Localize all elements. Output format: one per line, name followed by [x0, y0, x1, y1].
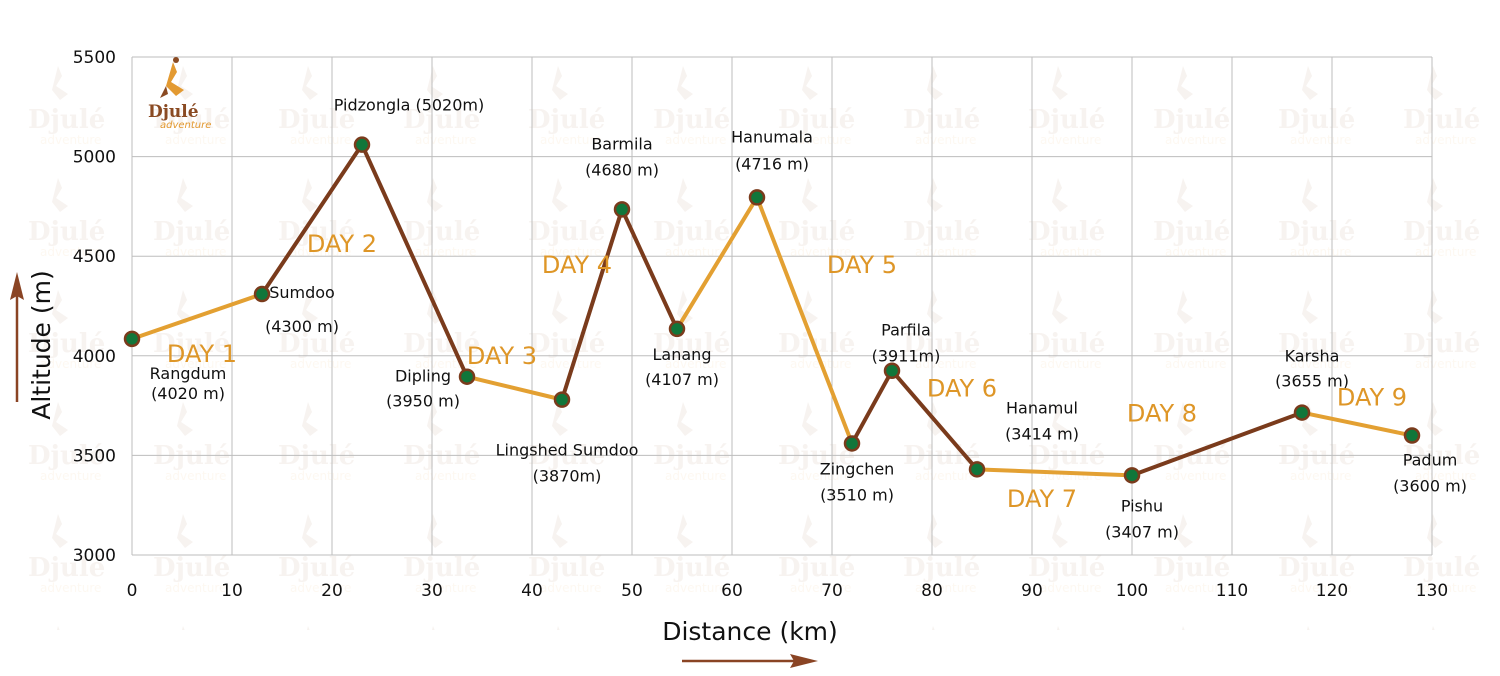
day-labels: DAY 1 DAY 2 DAY 3 DAY 4 DAY 5 DAY 6 DAY 7 DAY 8…	[167, 230, 1407, 513]
waypoint-altitude-hanamul: (3414 m)	[1005, 424, 1079, 443]
x-axis-title: Distance (km)	[662, 617, 838, 646]
route-segment-day-8	[1130, 410, 1304, 478]
waypoint-name-pishu: Pishu	[1121, 496, 1163, 515]
waypoint-markers	[123, 136, 1421, 484]
waypoint-altitude-lingshed-sumdoo: (3870m)	[533, 467, 602, 486]
waypoint-marker-parfila	[883, 362, 901, 379]
waypoint-name-karsha: Karsha	[1285, 347, 1340, 366]
waypoint-name-lanang: Lanang	[653, 345, 712, 364]
waypoint-marker-rangdum	[123, 330, 141, 348]
waypoint-altitude-barmila: (4680 m)	[585, 160, 659, 179]
waypoint-altitude-sumdoo: (4300 m)	[265, 317, 339, 336]
x-tick-label: 70	[821, 581, 843, 601]
waypoint-altitude-rangdum: (4020 m)	[151, 384, 225, 403]
route-segment-day-1	[130, 292, 264, 341]
waypoint-altitude-hanumala: (4716 m)	[735, 154, 809, 173]
waypoint-marker-hanumala	[748, 189, 766, 206]
x-axis-arrow	[682, 654, 818, 668]
logo-name: Djulé	[148, 102, 199, 122]
route-segment-day-3	[465, 374, 564, 402]
waypoint-marker-padum	[1403, 427, 1421, 444]
day-label-day-5: DAY 5	[827, 251, 897, 279]
x-tick-label: 0	[127, 581, 138, 601]
waypoint-name-hanamul: Hanamul	[1006, 398, 1078, 417]
y-tick-label: 3500	[73, 446, 116, 466]
y-axis-arrow	[10, 272, 24, 402]
waypoint-marker-sumdoo	[253, 285, 271, 303]
waypoint-marker-pidzongla	[353, 136, 371, 153]
x-axis-ticks: 0 10 20 30 40 50 60 70 80 90 100 110 120 130	[127, 581, 1449, 601]
waypoint-altitude-parfila: (3911m)	[872, 347, 941, 366]
y-axis-ticks: 3000 3500 4000 4500 5000 5500	[73, 48, 116, 566]
waypoint-name-barmila: Barmila	[591, 134, 652, 153]
x-tick-label: 110	[1216, 581, 1248, 601]
logo-figure-icon	[160, 57, 184, 98]
logo: Djulé adventure	[148, 57, 211, 131]
waypoint-marker-lanang	[668, 320, 686, 338]
waypoint-name-dipling: Dipling	[395, 367, 451, 386]
x-tick-label: 10	[221, 581, 243, 601]
x-tick-label: 90	[1021, 581, 1043, 601]
waypoint-name-sumdoo: Sumdoo	[269, 283, 335, 302]
y-tick-label: 4000	[73, 347, 116, 367]
waypoint-marker-hanamul	[968, 461, 986, 478]
day-label-day-9: DAY 9	[1337, 384, 1407, 412]
x-tick-label: 100	[1116, 581, 1148, 601]
y-tick-label: 3000	[73, 546, 116, 566]
waypoint-labels: Rangdum(4020 m) Sumdoo (4300 m) Pidzongla (…	[150, 96, 1467, 542]
x-tick-label: 120	[1316, 581, 1348, 601]
route-segment-day-9	[1300, 410, 1414, 438]
y-tick-label: 4500	[73, 247, 116, 267]
x-tick-label: 30	[421, 581, 443, 601]
day-label-day-2: DAY 2	[307, 230, 377, 258]
waypoint-altitude-zingchen: (3510 m)	[820, 485, 894, 504]
watermark-background	[0, 40, 1500, 630]
waypoint-marker-zingchen	[843, 435, 861, 452]
waypoint-marker-karsha	[1293, 404, 1311, 421]
day-label-day-3: DAY 3	[467, 342, 537, 370]
waypoint-altitude-lanang: (4107 m)	[645, 370, 719, 389]
x-tick-label: 20	[321, 581, 343, 601]
x-tick-label: 40	[521, 581, 543, 601]
waypoint-name-zingchen: Zingchen	[820, 459, 895, 478]
waypoint-name-hanumala: Hanumala	[731, 127, 813, 146]
waypoint-name-padum: Padum	[1403, 450, 1458, 469]
waypoint-altitude-dipling: (3950 m)	[386, 392, 460, 411]
y-axis-title: Altitude (m)	[27, 270, 56, 420]
waypoint-marker-dipling	[458, 368, 476, 385]
y-tick-label: 5000	[73, 148, 116, 168]
waypoint-marker-barmila	[613, 201, 631, 218]
waypoint-name-pidzongla: Pidzongla (5020m)	[334, 96, 485, 115]
waypoint-name-lingshed-sumdoo: Lingshed Sumdoo	[496, 441, 639, 460]
x-tick-label: 80	[921, 581, 943, 601]
x-tick-label: 130	[1416, 581, 1448, 601]
waypoint-altitude-padum: (3600 m)	[1393, 476, 1467, 495]
day-label-day-4: DAY 4	[542, 251, 612, 279]
day-label-day-6: DAY 6	[927, 375, 997, 403]
waypoint-marker-lingshed-sumdoo	[553, 391, 571, 408]
x-tick-label: 60	[721, 581, 743, 601]
day-label-day-8: DAY 8	[1127, 400, 1197, 428]
waypoint-altitude-karsha: (3655 m)	[1275, 372, 1349, 391]
day-label-day-7: DAY 7	[1007, 485, 1077, 513]
logo-tagline: adventure	[160, 120, 211, 131]
y-tick-label: 5500	[73, 48, 116, 68]
waypoint-name-parfila: Parfila	[881, 321, 931, 340]
waypoint-marker-pishu	[1123, 467, 1141, 484]
waypoint-name-rangdum: Rangdum	[150, 364, 227, 383]
route-segment-day-7	[975, 467, 1134, 478]
waypoint-altitude-pishu: (3407 m)	[1105, 522, 1179, 541]
day-label-day-1: DAY 1	[167, 340, 237, 368]
x-tick-label: 50	[621, 581, 643, 601]
